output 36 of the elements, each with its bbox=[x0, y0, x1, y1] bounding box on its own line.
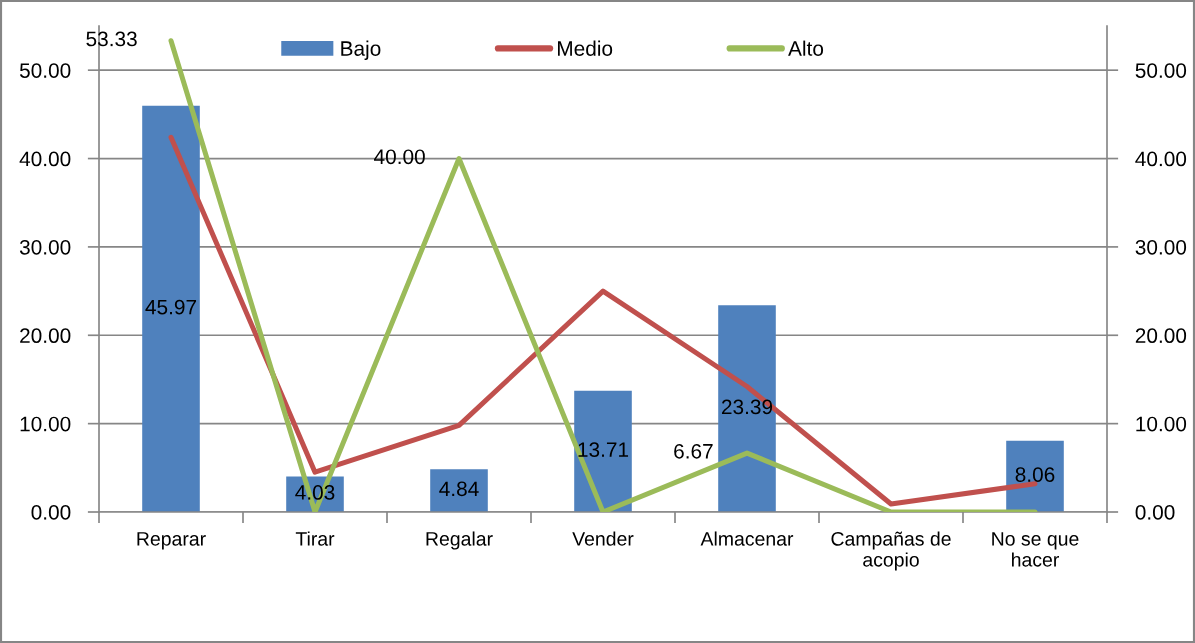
data-label: 40.00 bbox=[374, 149, 425, 165]
y-tick-label: 40.00 bbox=[19, 151, 71, 167]
y2-tick-label: 50.00 bbox=[1135, 63, 1187, 78]
data-label: 53.33 bbox=[86, 31, 137, 47]
data-label: 4.03 bbox=[295, 485, 335, 500]
legend-label: Medio bbox=[558, 40, 613, 56]
y2-tick-label: 0.00 bbox=[1135, 505, 1175, 520]
bar bbox=[1006, 440, 1064, 512]
y-tick-label: 30.00 bbox=[19, 239, 71, 255]
y-tick-label: 50.00 bbox=[19, 63, 71, 78]
bar bbox=[430, 469, 488, 512]
y2-tick-label: 10.00 bbox=[1136, 416, 1187, 432]
bar bbox=[718, 305, 776, 512]
x-tick-label: Campañas de acopio bbox=[831, 531, 951, 571]
data-label: 6.67 bbox=[674, 443, 713, 459]
y-tick-label: 0.00 bbox=[31, 505, 71, 520]
y2-tick-label: 30.00 bbox=[1135, 239, 1187, 255]
x-tick-label: Vender bbox=[572, 531, 634, 546]
x-tick-label: Almacenar bbox=[700, 531, 794, 546]
data-label: 8.06 bbox=[1015, 467, 1055, 482]
y-tick-label: 20.00 bbox=[20, 328, 71, 344]
bar bbox=[574, 390, 632, 512]
x-tick-label: No se que hacer bbox=[992, 532, 1079, 567]
data-label: 23.39 bbox=[721, 399, 773, 415]
x-tick-label: Reparar bbox=[137, 532, 206, 550]
y2-tick-label: 20.00 bbox=[1135, 328, 1187, 344]
legend-label: Bajo bbox=[341, 40, 381, 60]
y2-tick-label: 40.00 bbox=[1135, 151, 1187, 167]
x-tick-label: Regalar bbox=[426, 531, 493, 550]
x-tick-label: Tirar bbox=[295, 531, 335, 546]
data-label: 13.71 bbox=[578, 442, 629, 458]
y-tick-label: 10.00 bbox=[20, 416, 71, 432]
legend-label: Alto bbox=[788, 40, 824, 56]
data-label: 45.97 bbox=[145, 299, 197, 315]
data-label: 4.84 bbox=[439, 481, 479, 497]
bar bbox=[142, 105, 200, 512]
